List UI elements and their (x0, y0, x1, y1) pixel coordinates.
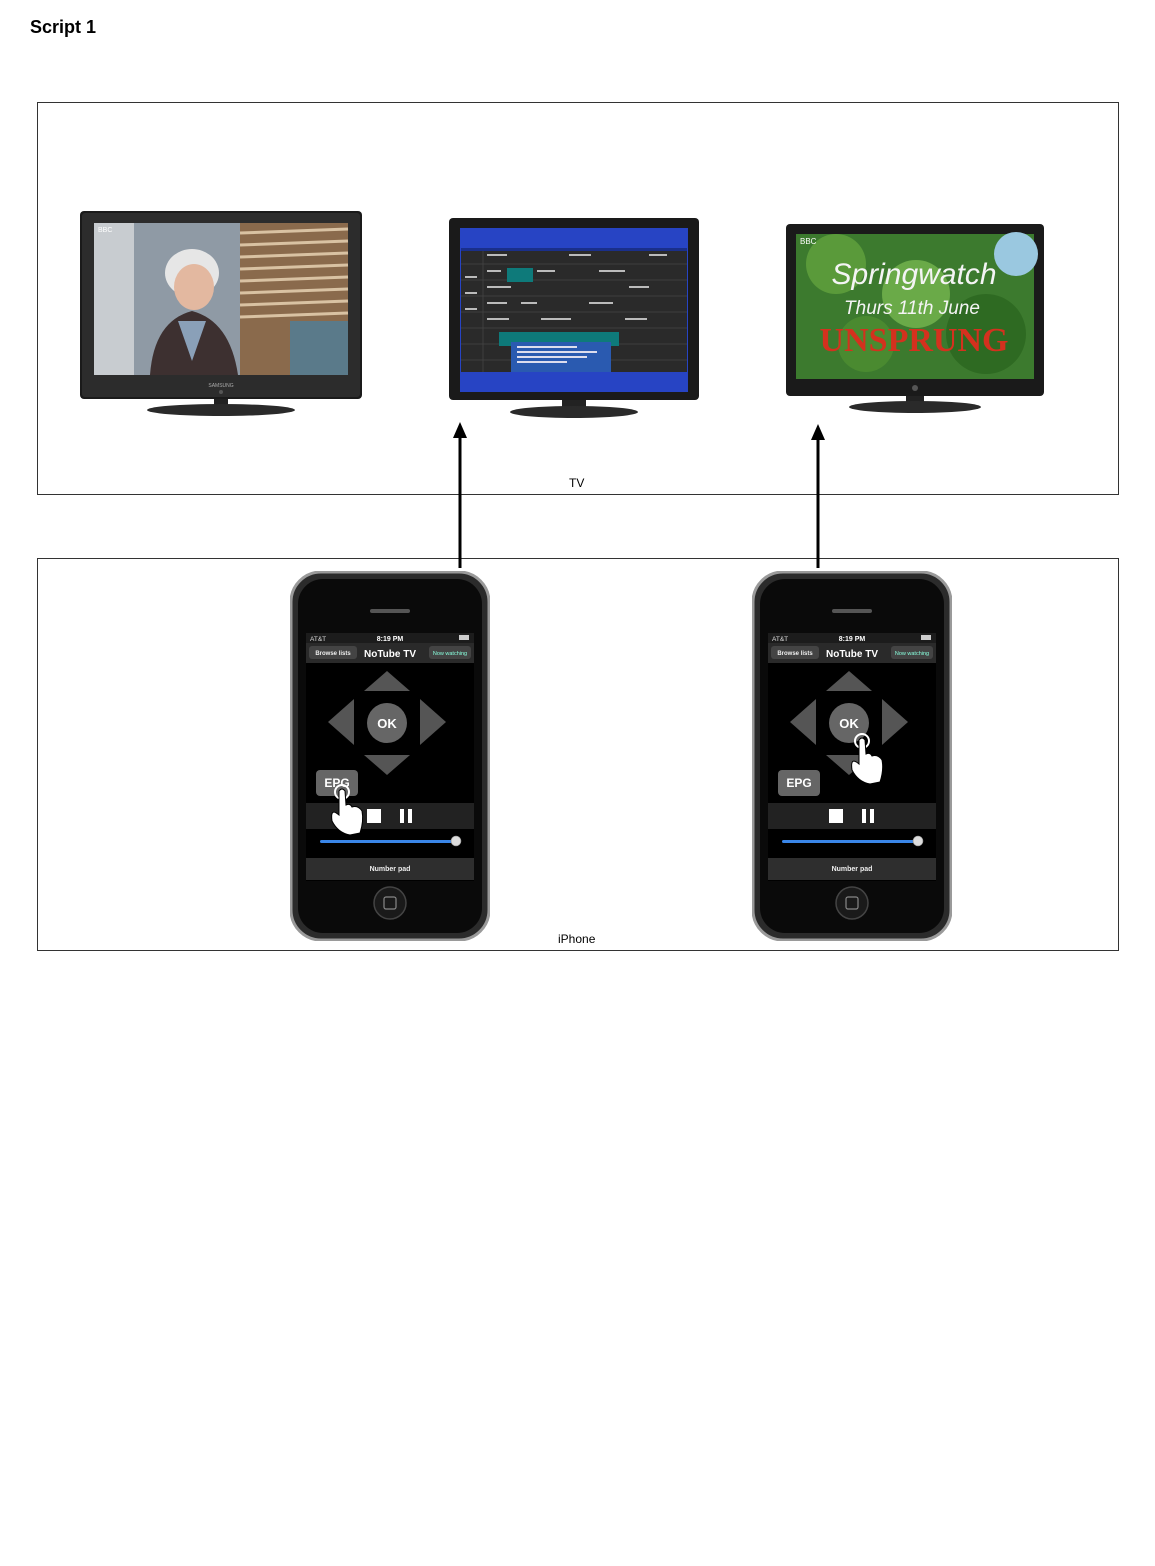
clock-label: 8:19 PM (839, 636, 866, 643)
left-arrow-button[interactable] (790, 699, 816, 745)
up-arrow-button[interactable] (364, 671, 410, 691)
ok-label: OK (839, 716, 859, 731)
number-pad-button[interactable] (306, 858, 474, 880)
iphone-group-label: iPhone (558, 932, 596, 946)
volume-slider[interactable] (320, 840, 460, 843)
epg-label: EPG (324, 776, 349, 790)
programme-subtitle: UNSPRUNG (820, 322, 1009, 359)
left-arrow-button[interactable] (328, 699, 354, 745)
tap-hand-icon (851, 733, 884, 785)
down-arrow-button[interactable] (364, 755, 410, 775)
now-watching-button[interactable] (891, 646, 933, 659)
pause-button[interactable] (862, 809, 866, 823)
slider-thumb[interactable] (912, 835, 924, 847)
browse-lists-label: Browse lists (777, 651, 813, 657)
clock-label: 8:19 PM (377, 636, 404, 643)
carrier-label: AT&T (772, 636, 788, 643)
tv-channel-logo: BBC (800, 237, 817, 246)
right-arrow-button[interactable] (420, 699, 446, 745)
now-watching-button[interactable] (429, 646, 471, 659)
number-pad-label: Number pad (370, 866, 411, 873)
svg-text:SAMSUNG: SAMSUNG (208, 383, 233, 389)
tap-hand-icon (331, 784, 364, 836)
stop-button[interactable] (367, 809, 381, 823)
arrow-epg-to-tv (453, 422, 467, 568)
app-title: NoTube TV (364, 649, 416, 660)
browse-lists-button[interactable] (771, 646, 819, 659)
slider-thumb[interactable] (450, 835, 462, 847)
epg-button[interactable] (778, 770, 820, 796)
browse-lists-label: Browse lists (315, 651, 351, 657)
app-title: NoTube TV (826, 649, 878, 660)
now-watching-label: Now watching (895, 651, 929, 657)
home-button[interactable] (835, 886, 869, 920)
tv-group-label: TV (569, 476, 585, 490)
iphone-group: iPhone (37, 558, 1119, 951)
up-arrow-button[interactable] (826, 671, 872, 691)
pause-button[interactable] (400, 809, 404, 823)
arrow-ok-to-tv (811, 424, 825, 568)
ok-label: OK (377, 716, 397, 731)
tv-channel-logo: BBC (98, 227, 112, 234)
number-pad-label: Number pad (832, 866, 873, 873)
programme-date: Thurs 11th June (844, 298, 980, 319)
epg-label: EPG (786, 776, 811, 790)
iphone-remote-ok: AT&T 8:19 PM Browse lists NoTube TV Now … (752, 571, 952, 941)
ok-button[interactable] (367, 703, 407, 743)
home-button[interactable] (373, 886, 407, 920)
ok-button[interactable] (829, 703, 869, 743)
tv-programme-card: BBC Springwatch Thurs 11th June UNSPRUNG (786, 224, 1044, 414)
tv-live-broadcast: BBC SAMSUNG (80, 211, 362, 419)
tv-epg-screen (449, 218, 699, 418)
now-watching-label: Now watching (433, 651, 467, 657)
programme-title: Springwatch (831, 258, 996, 291)
volume-slider[interactable] (782, 840, 922, 843)
right-arrow-button[interactable] (882, 699, 908, 745)
browse-lists-button[interactable] (309, 646, 357, 659)
iphone-remote-epg: AT&T 8:19 PM Browse lists NoTube TV Now … (290, 571, 490, 941)
page-title: Script 1 (30, 17, 97, 37)
number-pad-button[interactable] (768, 858, 936, 880)
stop-button[interactable] (829, 809, 843, 823)
carrier-label: AT&T (310, 636, 326, 643)
